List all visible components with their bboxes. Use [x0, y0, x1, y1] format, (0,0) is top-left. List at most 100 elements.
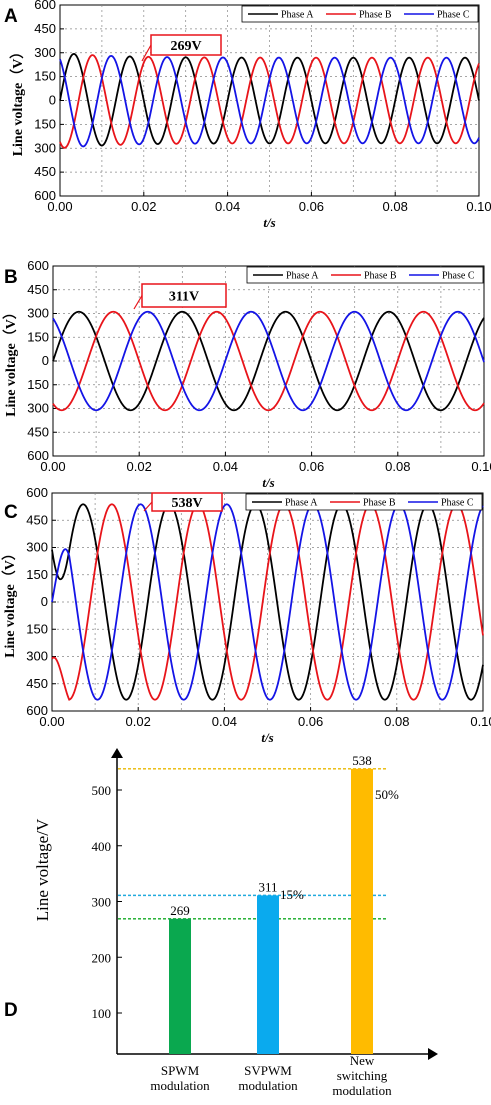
- category-label: modulation: [150, 1078, 210, 1093]
- bar: [169, 918, 191, 1054]
- y-tick-label: 150: [26, 567, 48, 582]
- legend-box: [246, 266, 484, 284]
- y-tick-label: 600: [27, 258, 49, 273]
- y-tick-label: 450: [26, 676, 48, 691]
- category-label: modulation: [332, 1083, 392, 1098]
- x-axis-label: t/s: [261, 730, 273, 745]
- y-tick-label: 150: [34, 116, 56, 131]
- series-line-b: [52, 310, 485, 412]
- legend-label: Phase C: [441, 498, 474, 509]
- bar-value-label: 311: [258, 879, 277, 894]
- series-line-b: [51, 503, 484, 701]
- callout-label: 311V: [169, 290, 199, 305]
- category-label: SVPWM: [244, 1063, 292, 1078]
- y-tick-label: 600: [34, 0, 56, 12]
- x-tick-label: 0.08: [385, 459, 410, 474]
- y-tick-label: 450: [27, 424, 49, 439]
- x-tick-label: 0.06: [298, 714, 323, 729]
- y-tick-label: 300: [26, 540, 48, 555]
- legend-box: [245, 493, 483, 511]
- legend-box: [241, 5, 479, 23]
- callout-leader: [141, 44, 152, 62]
- y-tick-label: 450: [34, 21, 56, 36]
- y-tick-label: 150: [34, 69, 56, 84]
- series-line-c: [52, 310, 485, 412]
- y-tick-label: 300: [34, 45, 56, 60]
- x-tick-label: 0.02: [131, 199, 156, 214]
- callout-leader: [133, 295, 143, 310]
- legend-label: Phase B: [363, 498, 396, 509]
- x-tick-label: 0.08: [383, 199, 408, 214]
- y-tick-label: 600: [27, 448, 49, 463]
- y-tick-label: 600: [26, 703, 48, 718]
- x-tick-label: 0.08: [384, 714, 409, 729]
- legend-label: Phase A: [281, 10, 314, 21]
- legend: Phase A Phase B Phase C: [241, 5, 479, 23]
- y-tick-label: 500: [92, 783, 112, 798]
- y-tick-label: 300: [92, 895, 112, 910]
- y-tick-label: 0: [42, 353, 49, 368]
- panel-letter: B: [4, 267, 18, 288]
- x-tick-label: 0.02: [126, 714, 151, 729]
- callout-box: [151, 492, 223, 512]
- x-tick-label: 0.06: [299, 199, 324, 214]
- y-tick-label: 400: [92, 839, 112, 854]
- x-axis-label: t/s: [262, 475, 274, 490]
- callout-label: 269V: [170, 39, 201, 54]
- legend: Phase A Phase B Phase C: [245, 493, 483, 511]
- legend-label: Phase A: [285, 498, 318, 509]
- legend-label: Phase C: [437, 10, 470, 21]
- y-axis-label: Line voltage（V）: [3, 305, 19, 417]
- bar-value-label: 538: [352, 753, 372, 768]
- legend-label: Phase C: [442, 271, 475, 282]
- x-tick-label: 0.06: [299, 459, 324, 474]
- y-axis-label: Line voltage（V）: [10, 45, 26, 157]
- category-label: SPWM: [161, 1063, 200, 1078]
- x-axis-arrow: [428, 1048, 438, 1060]
- panel-letter: C: [4, 502, 18, 523]
- x-tick-label: 0.04: [215, 199, 240, 214]
- y-tick-label: 600: [34, 188, 56, 203]
- series-line-a: [51, 503, 484, 701]
- y-tick-label: 150: [26, 621, 48, 636]
- series-line-a: [59, 53, 480, 147]
- panel-letter: D: [4, 1000, 18, 1021]
- callout-leader: [143, 501, 153, 512]
- y-axis-label: Line voltage（V）: [2, 546, 18, 658]
- legend-label: Phase B: [359, 10, 392, 21]
- x-tick-label: 0.10: [470, 714, 491, 729]
- x-tick-label: 0.00: [39, 714, 64, 729]
- category-label: switching: [337, 1068, 388, 1083]
- legend-label: Phase B: [364, 271, 397, 282]
- callout-box: [141, 283, 227, 308]
- series-line-c: [59, 54, 480, 148]
- callout-label: 538V: [171, 496, 202, 511]
- x-tick-label: 0.04: [213, 459, 238, 474]
- x-axis-label: t/s: [263, 215, 275, 230]
- y-tick-label: 150: [27, 329, 49, 344]
- bar: [257, 895, 279, 1054]
- x-tick-label: 0.00: [40, 459, 65, 474]
- x-tick-label: 0.02: [127, 459, 152, 474]
- x-tick-label: 0.04: [212, 714, 237, 729]
- series-line-c: [51, 503, 484, 701]
- y-tick-label: 300: [27, 401, 49, 416]
- y-tick-label: 300: [26, 649, 48, 664]
- y-tick-label: 100: [92, 1006, 112, 1021]
- y-tick-label: 0: [49, 93, 56, 108]
- legend-label: Phase A: [286, 271, 319, 282]
- y-tick-label: 450: [27, 282, 49, 297]
- panel-letter: A: [4, 6, 18, 27]
- x-tick-label: 0.10: [471, 459, 491, 474]
- y-tick-label: 0: [41, 594, 48, 609]
- improvement-label: 50%: [375, 787, 399, 802]
- x-tick-label: 0.00: [47, 199, 72, 214]
- x-tick-label: 0.10: [466, 199, 491, 214]
- y-tick-label: 450: [26, 512, 48, 527]
- callout-box: [150, 34, 222, 56]
